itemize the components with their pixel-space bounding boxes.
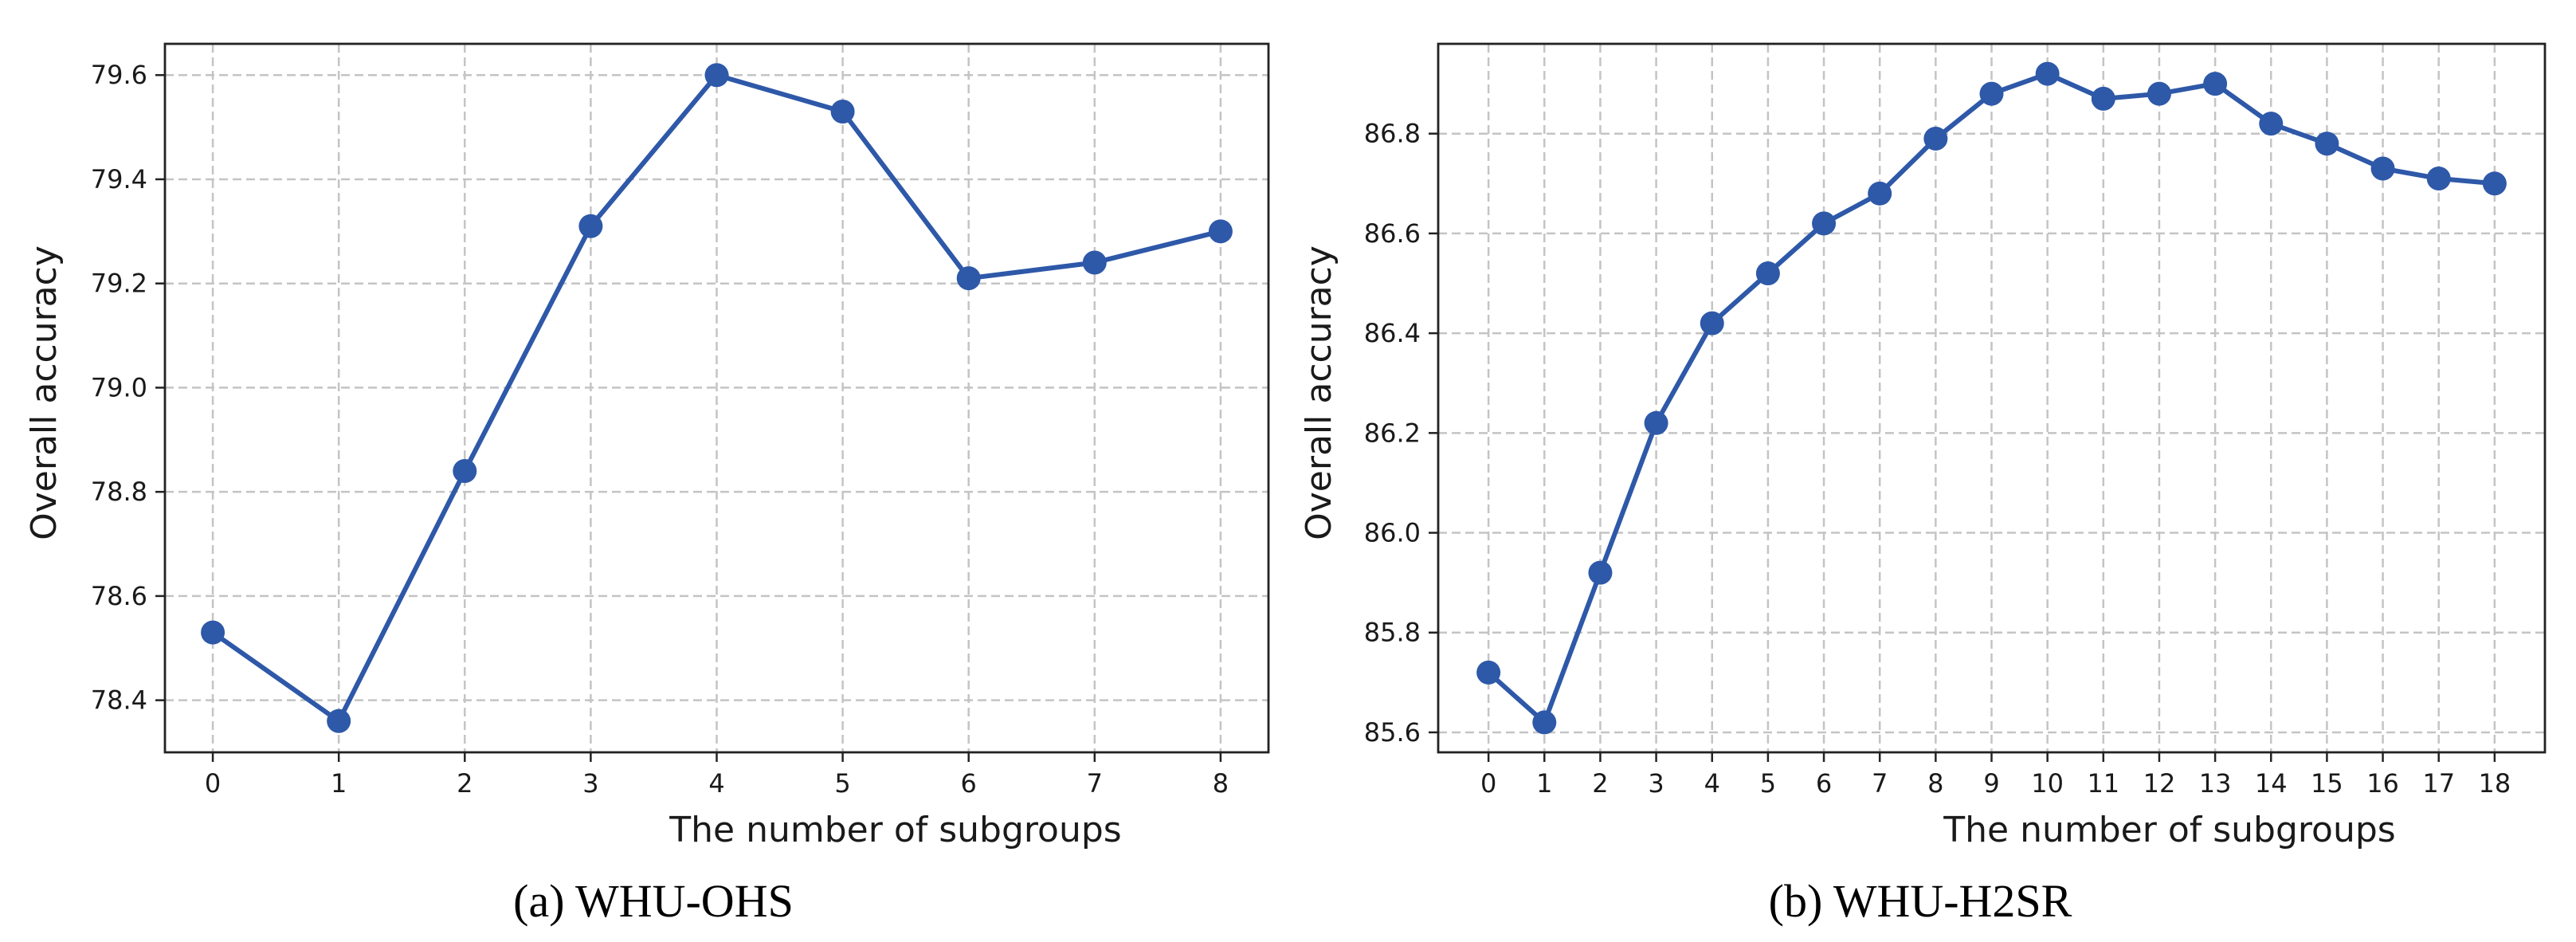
series-a <box>201 63 1233 733</box>
x-tick-label: 4 <box>1704 768 1720 799</box>
x-tick-label: 9 <box>1983 768 1999 799</box>
x-axis-label-a: The number of subgroups <box>669 810 1121 850</box>
y-tick-label: 79.2 <box>91 269 147 299</box>
data-point <box>1755 261 1780 285</box>
data-point <box>2315 131 2339 156</box>
data-point <box>1082 250 1107 275</box>
ticks-b: 0 1 2 3 4 5 6 7 8 9 10 11 12 13 14 15 16 17 1885.685.886.0… <box>1364 119 2511 799</box>
x-tick-label: 10 <box>2031 768 2064 799</box>
x-tick-label: 14 <box>2255 768 2288 799</box>
caption-b: (b) WHU-H2SR <box>1769 875 2072 927</box>
y-tick-label: 85.8 <box>1364 618 1421 648</box>
data-point <box>2035 61 2060 86</box>
data-point <box>453 459 477 484</box>
x-tick-label: 2 <box>457 768 472 799</box>
x-tick-label: 18 <box>2479 768 2511 799</box>
x-tick-label: 7 <box>1872 768 1888 799</box>
x-tick-label: 15 <box>2311 768 2343 799</box>
x-tick-label: 0 <box>1480 768 1496 799</box>
x-tick-label: 17 <box>2422 768 2455 799</box>
data-point <box>578 214 603 238</box>
y-tick-label: 85.6 <box>1364 717 1421 748</box>
x-tick-label: 3 <box>582 768 598 799</box>
chart-panel-a: 0 1 2 3 4 5 6 7 8 78.4 78.6 78.8 79.0 79.2 79.4 79.6 Th… <box>24 42 1270 927</box>
data-point <box>1588 560 1613 585</box>
data-point <box>2091 86 2115 111</box>
x-tick-label: 6 <box>1816 768 1832 799</box>
chart-panel-b: 0 1 2 3 4 5 6 7 8 9 10 11 12 13 14 15 16 17 1885.685.886.0… <box>1299 42 2547 927</box>
x-tick-label: 7 <box>1087 768 1103 799</box>
data-point <box>830 99 855 124</box>
x-tick-label: 3 <box>1648 768 1664 799</box>
gridlines-a <box>165 44 1268 752</box>
y-axis-label-a: Overall accuracy <box>24 245 65 540</box>
data-point <box>1476 660 1501 685</box>
x-tick-label: 5 <box>834 768 850 799</box>
data-point <box>2147 81 2171 106</box>
x-tick-label: 1 <box>331 768 347 799</box>
data-point <box>1923 126 1948 151</box>
y-tick-label: 78.4 <box>91 685 147 716</box>
data-point <box>2259 112 2284 136</box>
x-tick-label: 8 <box>1927 768 1943 799</box>
data-point <box>956 266 981 291</box>
y-tick-label: 78.8 <box>91 477 147 507</box>
data-point <box>1208 219 1233 244</box>
y-tick-label: 86.4 <box>1364 318 1421 348</box>
x-tick-label: 4 <box>708 768 724 799</box>
y-tick-label: 86.2 <box>1364 418 1421 448</box>
data-point <box>1868 181 1892 206</box>
data-point <box>327 708 351 733</box>
data-point <box>2426 167 2451 191</box>
x-tick-label: 8 <box>1213 768 1229 799</box>
caption-a: (a) WHU-OHS <box>513 875 794 927</box>
data-point <box>1700 311 1724 336</box>
y-tick-label: 79.4 <box>91 164 147 194</box>
x-axis-label-b: The number of subgroups <box>1943 810 2395 850</box>
data-point <box>201 620 225 645</box>
series-b <box>1476 61 2507 735</box>
data-point <box>1979 81 2004 106</box>
y-tick-label: 86.6 <box>1364 218 1421 249</box>
data-point <box>2482 171 2507 196</box>
data-point <box>2370 156 2395 181</box>
x-tick-label: 11 <box>2087 768 2119 799</box>
gridlines-b <box>1438 44 2545 752</box>
y-tick-label: 78.6 <box>91 581 147 611</box>
y-tick-label: 86.0 <box>1364 518 1421 548</box>
data-point <box>704 63 729 88</box>
x-tick-label: 2 <box>1592 768 1608 799</box>
x-tick-label: 6 <box>961 768 977 799</box>
data-point <box>1644 410 1668 435</box>
data-point <box>2203 72 2228 96</box>
y-axis-label-b: Overall accuracy <box>1299 245 1339 540</box>
x-tick-label: 5 <box>1760 768 1776 799</box>
x-tick-label: 0 <box>205 768 221 799</box>
x-tick-label: 1 <box>1536 768 1552 799</box>
x-tick-label: 16 <box>2366 768 2399 799</box>
ticks-a: 0 1 2 3 4 5 6 7 8 78.4 78.6 78.8 79.0 79.2 79.4 79.6 <box>91 60 1229 799</box>
x-tick-label: 12 <box>2143 768 2176 799</box>
y-tick-label: 79.0 <box>91 372 147 402</box>
y-tick-label: 86.8 <box>1364 119 1421 149</box>
data-point <box>1532 710 1557 735</box>
x-tick-label: 13 <box>2199 768 2232 799</box>
y-tick-label: 79.6 <box>91 60 147 90</box>
data-point <box>1812 211 1837 236</box>
